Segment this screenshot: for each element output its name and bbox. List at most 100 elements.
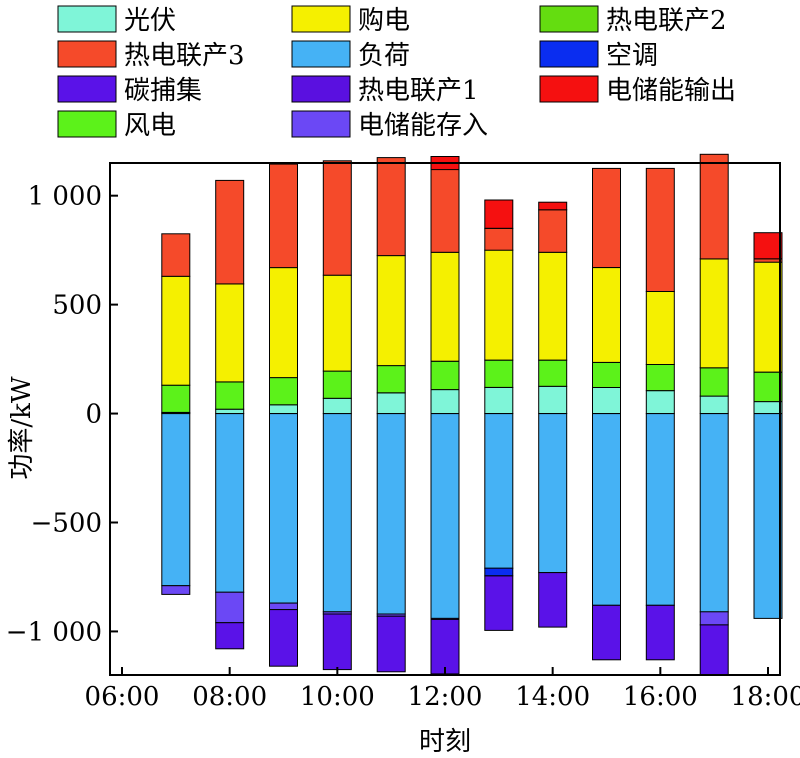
- legend-label: 碳捕集: [124, 76, 202, 106]
- x-tick-label: 14:00: [515, 682, 590, 712]
- bar-buy-7: [161, 275, 191, 386]
- bar-wind-13: [484, 359, 514, 388]
- bar-pv-9: [269, 404, 298, 414]
- bar-chp3-18: [753, 258, 783, 263]
- legend-swatch: [291, 5, 351, 33]
- bar-ccs-9: [269, 609, 298, 667]
- legend-label: 光伏: [124, 6, 176, 36]
- bar-ccs-13: [484, 575, 514, 631]
- bar-wind-12: [430, 360, 460, 391]
- bar-pv-16: [645, 390, 675, 415]
- legend-swatch: [57, 110, 117, 138]
- legend-label: 电储能存入: [358, 111, 488, 141]
- bar-es_out-14: [538, 201, 568, 211]
- bar-wind-11: [376, 365, 406, 394]
- y-tick-label: 1 000: [28, 182, 102, 212]
- legend-swatch: [539, 5, 599, 33]
- x-tick-label: 08:00: [192, 682, 267, 712]
- bar-buy-8: [215, 283, 245, 383]
- bar-buy-9: [269, 267, 298, 379]
- bar-load-14: [538, 413, 568, 574]
- bar-wind-17: [699, 367, 729, 397]
- bar-chp3-7: [161, 233, 191, 277]
- bar-load-11: [376, 413, 406, 615]
- y-tick-label: 0: [85, 400, 102, 430]
- legend-swatch: [57, 40, 117, 68]
- bar-chp3-13: [484, 227, 514, 251]
- bar-es_out-13: [484, 199, 514, 229]
- y-tick-label: −500: [31, 508, 102, 538]
- x-tick-label: 12:00: [408, 682, 483, 712]
- legend-label: 购电: [358, 6, 410, 36]
- bar-load-10: [322, 413, 352, 613]
- x-axis-ticks: 06:00 08:00 10:00 12:00 14:00 16:00 18:00: [85, 667, 800, 712]
- y-tick-label: 500: [52, 291, 102, 321]
- bar-es_in-17: [699, 611, 729, 626]
- legend-label: 负荷: [358, 41, 410, 71]
- legend-swatch: [57, 5, 117, 33]
- bar-buy-18: [753, 261, 783, 373]
- x-tick-label: 16:00: [623, 682, 698, 712]
- bar-wind-15: [592, 361, 621, 388]
- bar-chp3-11: [376, 157, 406, 257]
- bar-pv-11: [376, 392, 406, 415]
- bar-chp3-10: [322, 160, 352, 276]
- bar-pv-17: [699, 395, 729, 415]
- legend-swatch: [539, 75, 599, 103]
- bar-load-16: [645, 413, 675, 606]
- bar-buy-15: [592, 267, 621, 363]
- bar-pv-15: [592, 386, 621, 414]
- bar-buy-16: [645, 291, 675, 365]
- y-axis-ticks: 1 000 500 0 −500 −1 000: [6, 182, 118, 647]
- bar-load-7: [161, 413, 191, 587]
- bar-chp3-15: [592, 167, 621, 268]
- bar-wind-14: [538, 359, 568, 387]
- bar-buy-12: [430, 251, 460, 362]
- legend-label: 风电: [124, 111, 176, 141]
- legend-label: 热电联产2: [606, 6, 727, 36]
- bar-load-8: [215, 413, 245, 593]
- bar-wind-9: [269, 377, 298, 406]
- x-tick-label: 18:00: [731, 682, 800, 712]
- bar-ccs-14: [538, 572, 568, 628]
- bar-wind-8: [215, 381, 245, 410]
- y-axis-title: 功率/kW: [7, 376, 37, 480]
- bar-chp3-17: [699, 153, 729, 260]
- bar-wind-10: [322, 370, 352, 399]
- bar-buy-13: [484, 249, 514, 361]
- bar-buy-10: [322, 274, 352, 372]
- bar-chp3-8: [215, 179, 245, 285]
- bar-chp3-16: [645, 167, 675, 292]
- bar-ccs-8: [215, 622, 245, 650]
- bar-load-13: [484, 413, 514, 569]
- bar-pv-10: [322, 397, 352, 415]
- bar-ccs-16: [645, 604, 675, 661]
- bar-pv-14: [538, 385, 568, 414]
- x-tick-label: 10:00: [300, 682, 375, 712]
- legend-swatch: [539, 40, 599, 68]
- bar-ccs-11: [376, 615, 406, 673]
- bar-ccs-17: [699, 624, 729, 676]
- bar-load-15: [592, 413, 621, 606]
- legend-swatch: [57, 75, 117, 103]
- bar-es_in-7: [161, 585, 191, 595]
- bar-wind-7: [161, 384, 191, 413]
- bars-group: [161, 153, 783, 676]
- bar-wind-16: [645, 364, 675, 392]
- legend-swatch: [291, 75, 351, 103]
- bar-ccs-12: [430, 618, 460, 675]
- legend-swatch: [291, 110, 351, 138]
- bar-ac-13: [484, 567, 514, 577]
- x-axis-title: 时刻: [419, 727, 471, 757]
- legend-label: 空调: [606, 41, 658, 71]
- bar-es_in-8: [215, 591, 245, 624]
- legend-label: 热电联产1: [358, 76, 479, 106]
- bar-pv-18: [753, 401, 783, 415]
- bar-chp3-12: [430, 169, 460, 253]
- bar-load-12: [430, 413, 460, 619]
- bar-buy-11: [376, 255, 406, 367]
- y-tick-label: −1 000: [6, 617, 102, 647]
- bar-pv-8: [215, 408, 245, 415]
- bar-es_in-9: [269, 602, 298, 611]
